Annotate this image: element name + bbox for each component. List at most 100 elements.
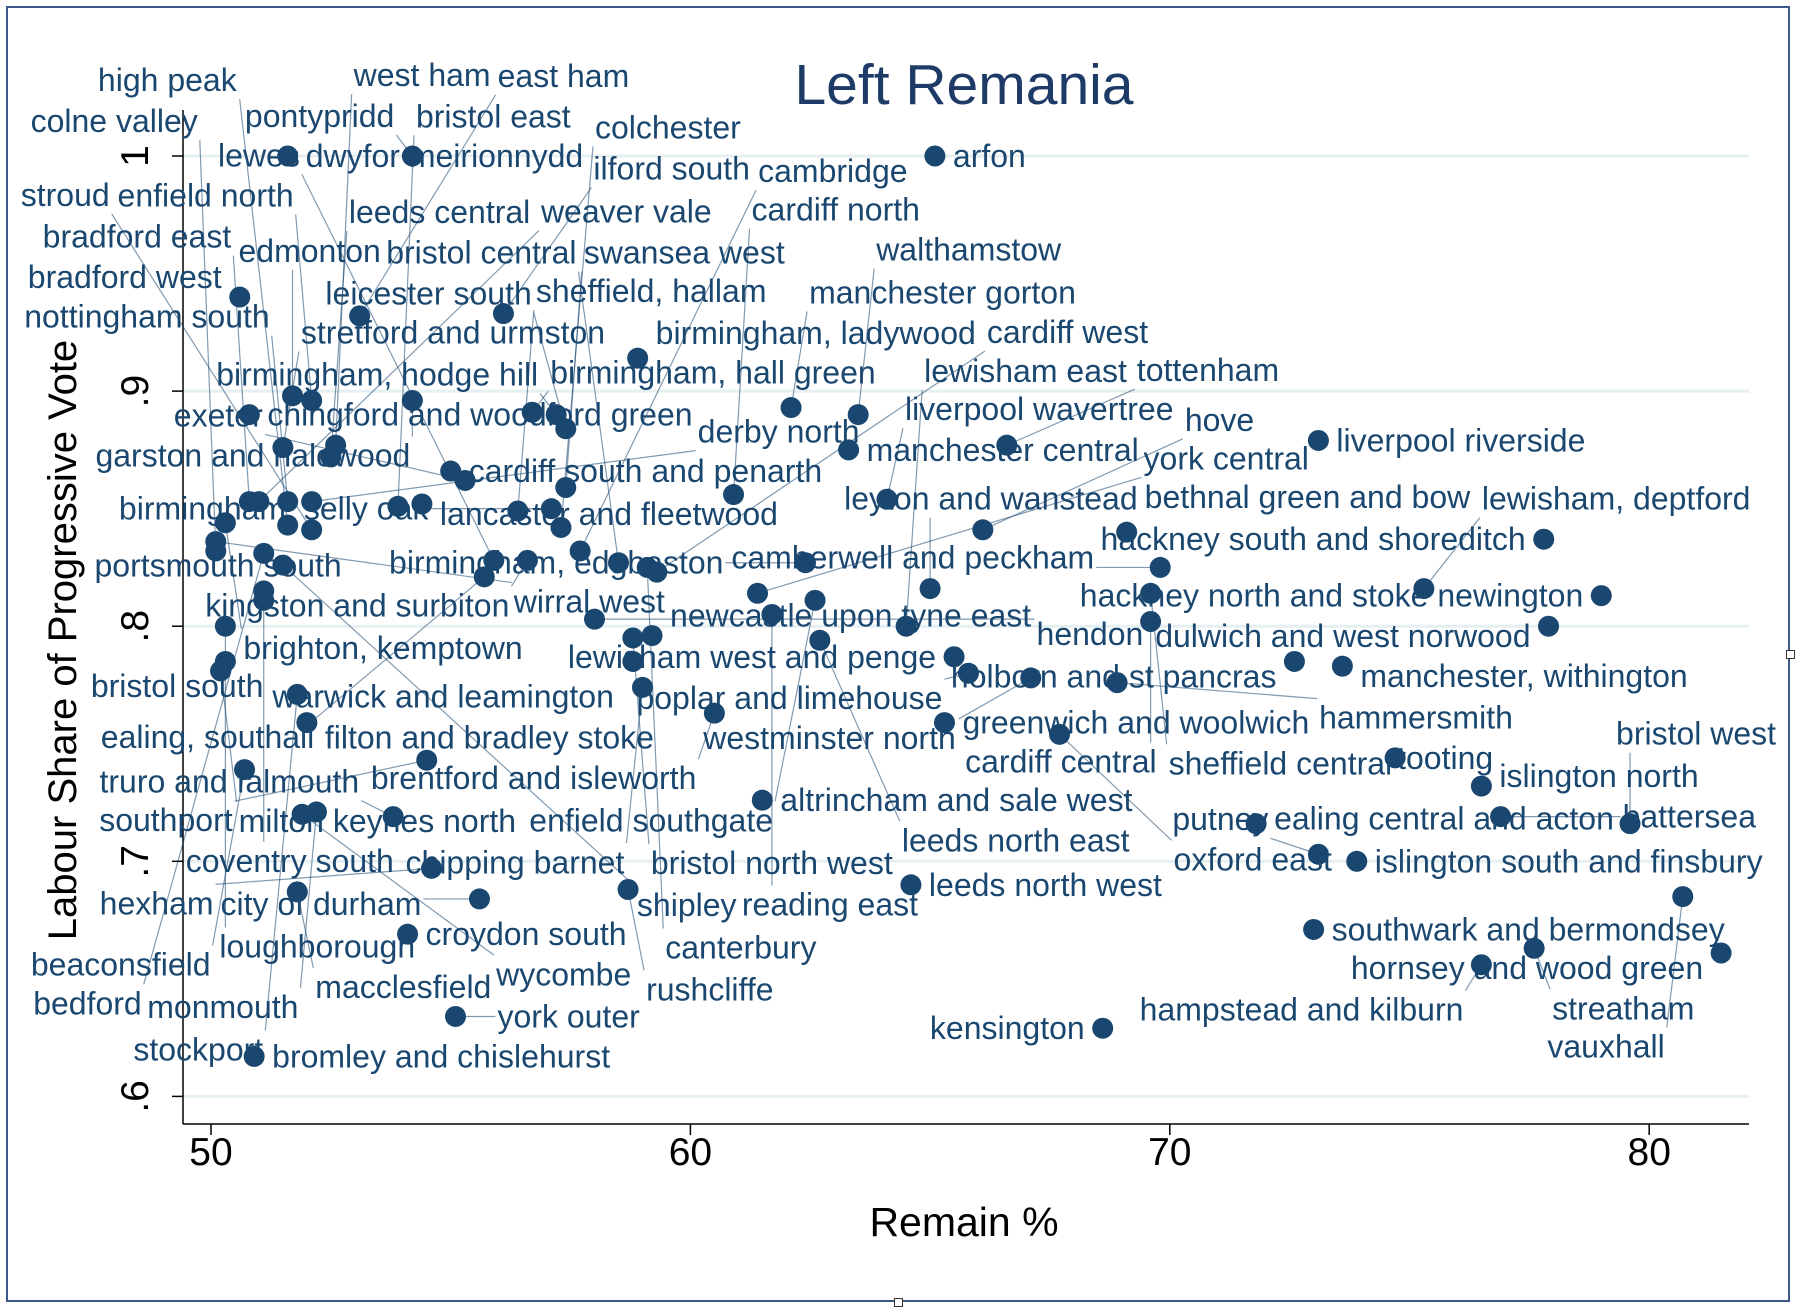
data-point bbox=[1020, 667, 1042, 689]
data-point bbox=[296, 712, 318, 734]
label-leader-line bbox=[632, 637, 650, 845]
data-point bbox=[804, 589, 826, 611]
point-label: wycombe bbox=[495, 956, 631, 992]
label-leader-line bbox=[790, 311, 808, 408]
data-point bbox=[521, 401, 543, 423]
data-point bbox=[277, 145, 299, 167]
data-point bbox=[933, 712, 955, 734]
data-point bbox=[214, 615, 236, 637]
point-label: tooting bbox=[1397, 740, 1493, 776]
data-point bbox=[473, 566, 495, 588]
point-label: lancaster and fleetwood bbox=[440, 496, 778, 532]
data-point bbox=[382, 806, 404, 828]
point-label: cardiff central bbox=[965, 743, 1157, 779]
data-point bbox=[291, 803, 313, 825]
point-label: islington north bbox=[1499, 758, 1698, 794]
data-point bbox=[277, 491, 299, 513]
point-label: newcastle upon tyne east bbox=[670, 598, 1031, 634]
point-label: cambridge bbox=[758, 153, 907, 189]
data-point bbox=[214, 512, 236, 534]
resize-handle-bottom[interactable] bbox=[894, 1298, 903, 1307]
point-label: coventry south bbox=[186, 843, 394, 879]
x-tick-label: 60 bbox=[669, 1131, 712, 1174]
label-leader-line bbox=[264, 433, 466, 482]
data-point bbox=[751, 789, 773, 811]
resize-handle-right[interactable] bbox=[1786, 650, 1795, 659]
label-leader-line bbox=[577, 271, 620, 563]
label-leader-line bbox=[143, 553, 265, 985]
point-label: colne valley bbox=[31, 103, 198, 139]
data-point bbox=[507, 500, 529, 522]
point-label: islington south and finsbury bbox=[1375, 843, 1763, 879]
point-label: putney bbox=[1172, 801, 1268, 837]
data-point bbox=[550, 516, 572, 538]
label-leader-line bbox=[211, 769, 246, 946]
label-leader-line bbox=[732, 228, 751, 495]
data-point bbox=[1303, 918, 1325, 940]
data-point bbox=[468, 888, 490, 910]
label-leader-line bbox=[224, 522, 242, 629]
data-point bbox=[1331, 655, 1353, 677]
point-label: southwark and bermondsey bbox=[1332, 911, 1725, 947]
point-label: cardiff north bbox=[752, 192, 920, 228]
label-leader-line bbox=[301, 813, 495, 956]
label-leader-line bbox=[502, 187, 592, 314]
data-point bbox=[272, 554, 294, 576]
point-label: garston and halewood bbox=[95, 438, 410, 474]
data-point bbox=[584, 608, 606, 630]
point-label: west ham bbox=[353, 57, 491, 93]
data-point bbox=[631, 676, 653, 698]
data-point bbox=[1672, 886, 1694, 908]
data-point bbox=[492, 303, 514, 325]
data-point bbox=[349, 305, 371, 327]
point-label: birmingham, edgbaston bbox=[389, 545, 723, 581]
point-label: york outer bbox=[497, 998, 640, 1034]
label-leader-line bbox=[234, 759, 427, 802]
data-point bbox=[444, 1005, 466, 1027]
point-label: poplar and limehouse bbox=[636, 680, 942, 716]
data-point bbox=[397, 923, 419, 945]
label-leader-line bbox=[315, 576, 485, 719]
label-leader-line bbox=[627, 889, 645, 971]
label-leader-line bbox=[819, 640, 901, 822]
point-label: milton keynes north bbox=[239, 803, 516, 839]
data-point bbox=[919, 578, 941, 600]
point-label: nottingham south bbox=[24, 299, 270, 335]
x-tick-label: 50 bbox=[189, 1131, 232, 1174]
y-tick-label: .9 bbox=[114, 375, 157, 408]
point-label: bristol west bbox=[1616, 716, 1776, 752]
data-point bbox=[454, 469, 476, 491]
point-label: hove bbox=[1185, 402, 1254, 438]
point-label: derby north bbox=[698, 414, 860, 450]
data-point bbox=[780, 397, 802, 419]
point-label: chipping barnet bbox=[406, 844, 625, 880]
label-leader-line bbox=[271, 335, 289, 502]
data-point bbox=[253, 589, 275, 611]
data-point bbox=[943, 646, 965, 668]
point-label: edmonton bbox=[238, 233, 380, 269]
data-point bbox=[794, 552, 816, 574]
point-label: streatham bbox=[1552, 990, 1694, 1026]
point-label: colchester bbox=[595, 109, 741, 145]
chart-title: Left Remania bbox=[794, 53, 1133, 117]
point-label: wirral west bbox=[513, 584, 665, 620]
point-label: lewisham, deptford bbox=[1482, 481, 1751, 517]
data-point bbox=[1413, 578, 1435, 600]
point-label: manchester, withington bbox=[1360, 658, 1687, 694]
data-point bbox=[622, 627, 644, 649]
point-label: lewisham east bbox=[924, 353, 1127, 389]
data-point bbox=[301, 491, 323, 513]
point-label: ealing, southall bbox=[101, 719, 314, 755]
point-label: tottenham bbox=[1137, 352, 1279, 388]
point-label: warwick and leamington bbox=[271, 678, 614, 714]
data-point bbox=[1140, 582, 1162, 604]
label-leader-line bbox=[111, 213, 313, 531]
point-label: bradford east bbox=[43, 219, 232, 255]
data-point bbox=[1384, 747, 1406, 769]
data-point bbox=[205, 540, 227, 562]
point-label: leeds north west bbox=[929, 867, 1162, 903]
label-leader-line bbox=[215, 867, 432, 885]
point-label: hexham bbox=[100, 885, 214, 921]
data-point bbox=[1538, 615, 1560, 637]
data-point bbox=[1092, 1017, 1114, 1039]
